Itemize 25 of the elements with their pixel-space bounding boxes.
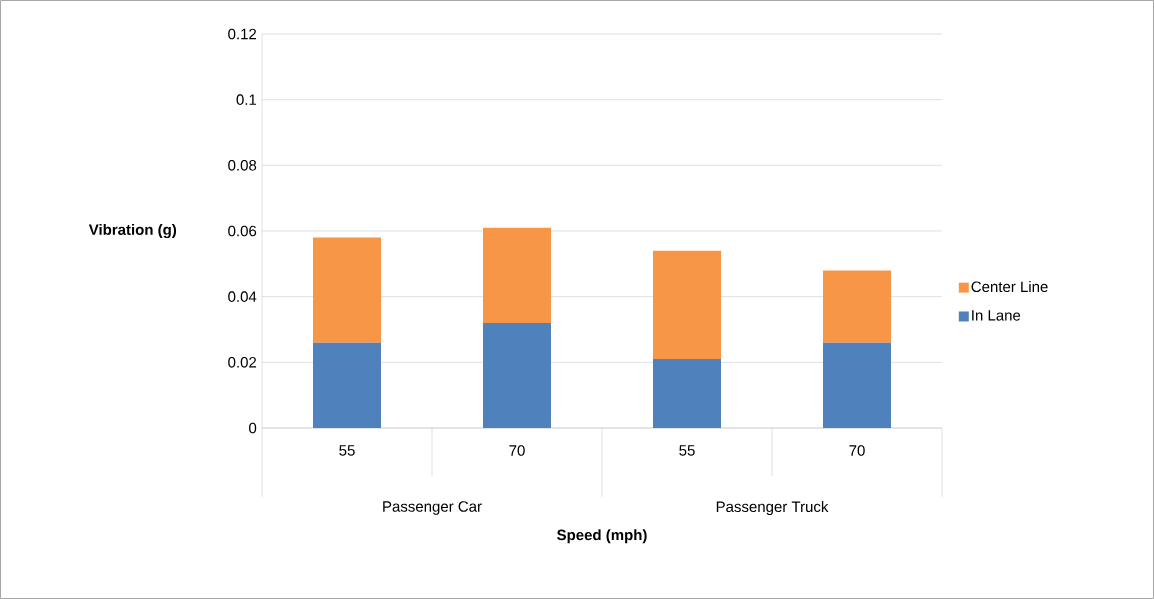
- x-axis-title: Speed (mph): [557, 529, 647, 544]
- y-tick-label: 0.1: [236, 94, 257, 105]
- bar: [653, 250, 722, 360]
- text: Passenger Truck: [716, 501, 829, 515]
- bar: [653, 359, 722, 428]
- y-tick-label: 0: [249, 422, 257, 434]
- y-tick-label: 0.12: [228, 28, 257, 40]
- bar: [823, 270, 892, 343]
- y-tick-label: 0.04: [228, 291, 257, 302]
- y-tick-label: 0.02: [228, 357, 257, 368]
- legend-label: Center Line: [971, 281, 1048, 293]
- x-tick-label: 70: [849, 445, 865, 456]
- text: Passenger Car: [383, 501, 482, 515]
- x-tick-label: 55: [339, 445, 355, 456]
- bar: [483, 227, 551, 323]
- legend-label: In Lane: [972, 310, 1021, 321]
- y-tick-label: 0.08: [228, 160, 257, 171]
- y-axis-title: Vibration (g): [88, 223, 177, 239]
- bar: [313, 342, 381, 428]
- bar: [313, 237, 381, 343]
- x-tick-label: 70: [509, 445, 525, 456]
- x-tick-label: 55: [679, 445, 695, 456]
- bar: [823, 342, 892, 428]
- y-tick-label: 0.06: [228, 225, 257, 237]
- bar: [483, 322, 551, 428]
